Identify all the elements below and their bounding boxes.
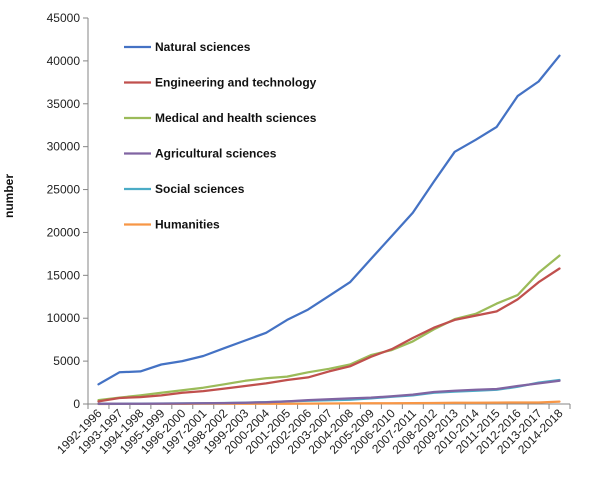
legend-entry: Agricultural sciences (155, 147, 277, 161)
y-tick-label: 0 (73, 397, 80, 411)
legend-entry: Social sciences (155, 182, 245, 196)
series-line-engineering-and-technology (97, 267, 561, 403)
legend-entry: Engineering and technology (155, 76, 317, 90)
y-tick-label: 35000 (47, 97, 81, 111)
y-axis-label: number (2, 174, 16, 218)
y-tick-label: 20000 (47, 225, 81, 239)
y-tick-label: 10000 (47, 311, 81, 325)
legend-entry: Humanities (155, 218, 220, 232)
series-line-agricultural-sciences (97, 379, 561, 405)
y-axis: 0 5000 10000 15000 20000 25000 30000 35000 40000… (47, 11, 89, 411)
legend: Natural sciences Engineering and technolo… (124, 40, 317, 232)
series-line-medical-and-health-sciences (97, 254, 561, 402)
y-tick-label: 40000 (47, 54, 81, 68)
x-axis: 1992-19961993-19971994-19981995-19991996… (54, 403, 571, 457)
series-line-natural-sciences (97, 54, 561, 386)
y-tick-label: 5000 (53, 354, 80, 368)
y-tick-label: 25000 (47, 183, 81, 197)
y-tick-label: 30000 (47, 140, 81, 154)
series-lines (97, 54, 561, 406)
legend-entry: Natural sciences (155, 40, 251, 54)
y-tick-label: 45000 (47, 11, 81, 25)
y-tick-label: 15000 (47, 268, 81, 282)
legend-entry: Medical and health sciences (155, 111, 317, 125)
